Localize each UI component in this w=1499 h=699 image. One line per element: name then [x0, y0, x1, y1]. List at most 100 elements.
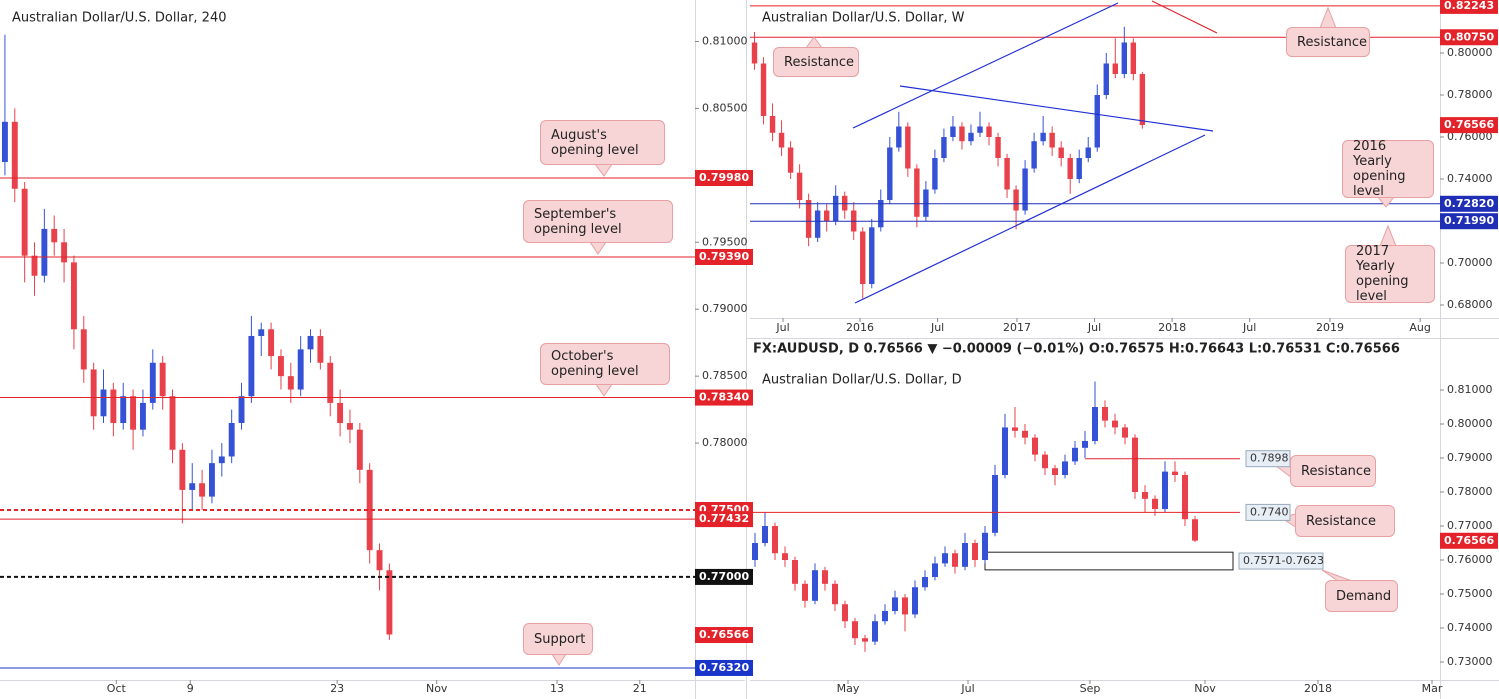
level-label: 0.7740	[1250, 505, 1289, 518]
axis-price-box	[1440, 213, 1498, 230]
candle-body	[872, 621, 878, 642]
candle-body	[297, 349, 304, 390]
candle-body	[1072, 447, 1078, 462]
candle-body	[832, 583, 838, 605]
candle-body	[923, 189, 929, 217]
x-tick-label: 23	[330, 682, 344, 695]
candle-body	[852, 621, 858, 639]
axis-price-box	[695, 389, 753, 406]
y-tick-label: 0.78000	[1447, 88, 1493, 101]
candle-body	[760, 63, 767, 117]
axis-price-box	[695, 627, 753, 644]
candle-body	[962, 543, 968, 567]
candle-body	[752, 543, 758, 561]
candle-body	[842, 195, 848, 211]
candle-body	[1103, 63, 1109, 96]
candle-body	[941, 137, 947, 159]
candle-body	[199, 483, 206, 497]
y-tick-label: 0.76000	[1447, 553, 1493, 566]
axis-price-box	[695, 170, 753, 187]
candle-body	[179, 449, 186, 490]
candle-body	[968, 132, 974, 142]
candle-body	[769, 116, 776, 133]
candle-body	[922, 577, 928, 588]
candle-body	[376, 550, 383, 571]
candle-body	[347, 422, 353, 430]
candle-body	[100, 389, 107, 417]
candle-body	[1062, 461, 1068, 476]
callout: September's opening level	[523, 200, 673, 243]
level-label: 0.7898	[1250, 452, 1289, 465]
axis-price-label: 0.78340	[699, 391, 749, 404]
x-tick-label: 13	[550, 682, 564, 695]
candle-body	[1192, 519, 1198, 541]
candle-body	[1122, 427, 1128, 438]
candle-body	[1040, 132, 1046, 142]
candle-body	[878, 200, 884, 228]
callout: Resistance	[1286, 27, 1370, 57]
candle-body	[1121, 42, 1128, 75]
candle-body	[1130, 42, 1137, 75]
candle-body	[110, 389, 117, 423]
x-tick-label: 21	[633, 682, 647, 695]
candle-body	[772, 526, 778, 554]
axis-price-box	[1440, 117, 1498, 134]
y-tick-label: 0.75000	[1447, 587, 1493, 600]
candle-body	[1182, 475, 1188, 520]
axis-price-box	[1440, 0, 1498, 14]
x-tick-label: Jul	[1242, 321, 1256, 334]
candle-body	[1013, 189, 1019, 211]
axis-price-label: 0.76566	[1444, 534, 1494, 547]
candle-body	[61, 242, 68, 263]
x-tick-label: 9	[187, 682, 194, 695]
candle-body	[327, 362, 334, 403]
candle-body	[860, 231, 866, 285]
candle-body	[892, 597, 898, 612]
axis-price-label: 0.76566	[1444, 118, 1494, 131]
axis-price-label: 0.79980	[699, 171, 749, 184]
axis-price-box	[695, 568, 753, 585]
axis-price-box	[1440, 195, 1498, 212]
candle-body	[959, 126, 965, 142]
x-tick-label: Oct	[107, 682, 127, 695]
candle-body	[1012, 427, 1018, 431]
panel-daily	[750, 381, 1240, 652]
x-tick-label: 2017	[1003, 321, 1031, 334]
candle-body	[1049, 132, 1055, 148]
y-tick-label: 0.78000	[702, 436, 748, 449]
candle-body	[882, 611, 888, 622]
candle-body	[982, 532, 988, 561]
candle-body	[1031, 141, 1037, 169]
candle-body	[912, 587, 918, 615]
x-tick-label: 2019	[1316, 321, 1344, 334]
candle-body	[977, 126, 983, 133]
panel-weekly	[750, 5, 1440, 299]
callout: Resistance	[773, 47, 859, 77]
callout: Support	[523, 623, 593, 655]
candle-body	[1042, 454, 1048, 469]
x-tick-label: Nov	[1194, 682, 1216, 695]
candle-body	[805, 200, 812, 238]
candle-body	[307, 335, 314, 350]
candle-body	[1022, 168, 1028, 211]
candle-body	[1152, 498, 1158, 510]
axis-price-box	[695, 659, 753, 676]
candle-body	[268, 329, 275, 357]
candle-body	[823, 210, 830, 222]
callout: October's opening level	[540, 343, 670, 385]
candle-body	[159, 362, 166, 397]
candle-body	[1112, 63, 1118, 75]
y-tick-label: 0.81000	[702, 34, 748, 47]
candle-body	[787, 147, 794, 173]
axis-price-label: 0.77432	[699, 512, 749, 525]
y-tick-label: 0.79000	[702, 302, 748, 315]
y-tick-label: 0.68000	[1447, 298, 1493, 311]
y-tick-label: 0.74000	[1447, 172, 1493, 185]
candle-body	[1162, 471, 1168, 510]
x-tick-label: Mar	[1422, 682, 1443, 695]
candle-body	[762, 526, 768, 544]
candle-body	[942, 553, 948, 564]
